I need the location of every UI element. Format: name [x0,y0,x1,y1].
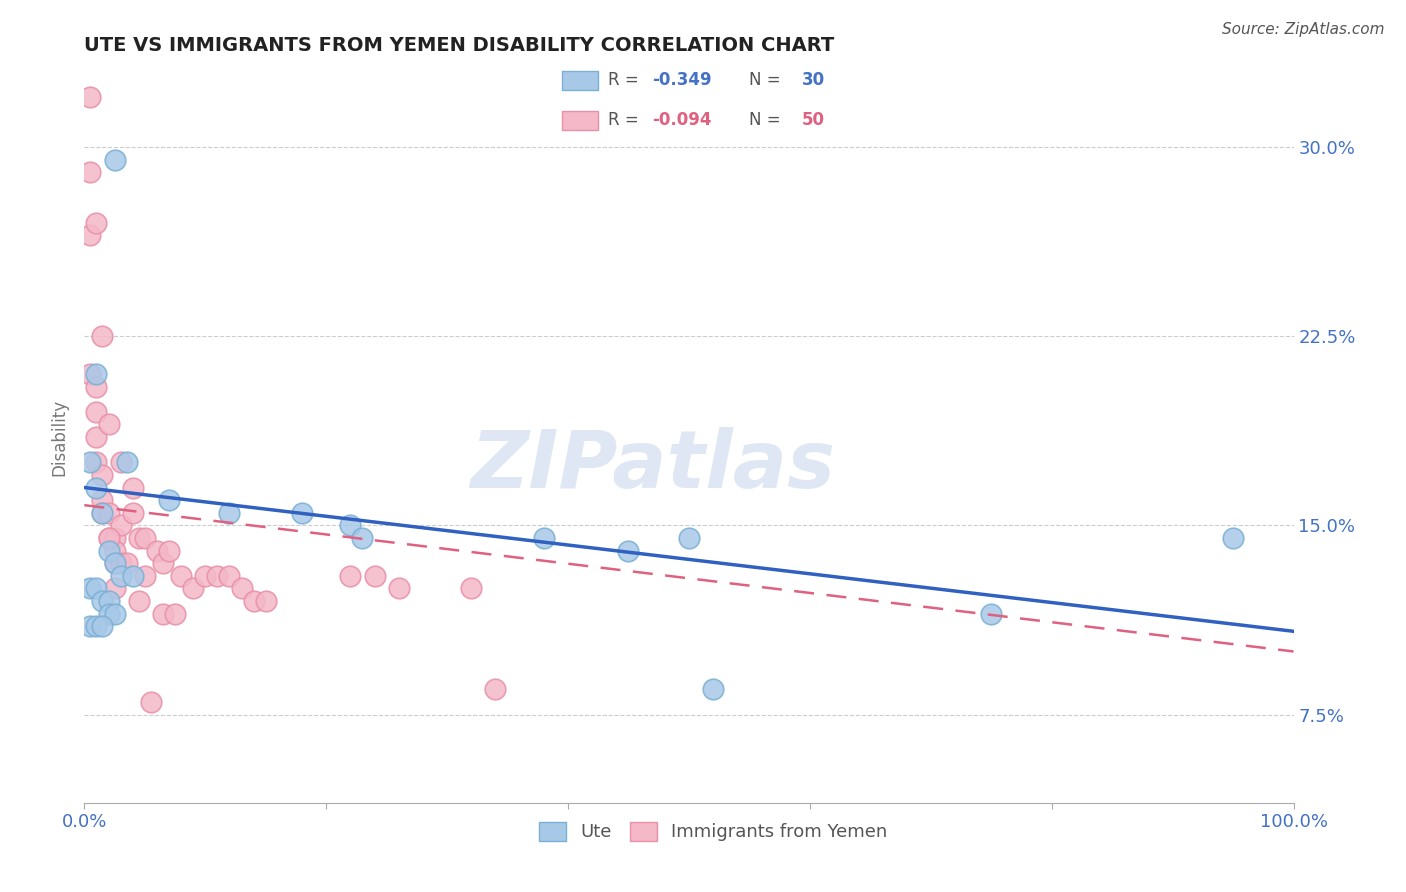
Point [104,153,127,167]
Text: R =: R = [609,111,644,128]
Text: 50: 50 [801,111,824,128]
Point [152,607,174,621]
Point [121,569,143,583]
Point [104,607,127,621]
Point [110,518,132,533]
Point [104,543,127,558]
Point [152,556,174,570]
Point [97,607,120,621]
Text: N =: N = [749,111,786,128]
Point [121,506,143,520]
Point [86,216,108,230]
Point [121,481,143,495]
Point [339,518,361,533]
Point [97,594,120,608]
Point [86,367,108,381]
Point [91,329,114,343]
Point [165,607,187,621]
Point [91,506,114,520]
Point [110,569,132,583]
Point [91,493,114,508]
Point [980,607,1002,621]
Point [484,682,506,697]
Point [110,455,132,469]
Point [134,531,156,545]
Point [702,682,724,697]
Point [134,569,156,583]
Point [242,594,264,608]
Point [194,569,217,583]
Point [104,531,127,545]
Point [79,89,101,103]
Text: N =: N = [749,70,786,89]
Point [91,506,114,520]
Point [363,569,385,583]
Point [79,367,101,381]
Point [91,594,114,608]
Point [218,506,240,520]
Legend: Ute, Immigrants from Yemen: Ute, Immigrants from Yemen [531,814,894,848]
Point [1222,531,1244,545]
Y-axis label: Disability: Disability [51,399,69,475]
Point [207,569,229,583]
Text: -0.094: -0.094 [652,111,711,128]
Point [181,582,204,596]
Point [291,506,314,520]
Point [339,569,361,583]
Point [79,619,101,633]
Text: 30: 30 [801,70,824,89]
Point [79,582,101,596]
Point [97,531,120,545]
Point [97,543,120,558]
Point [86,379,108,393]
Text: ZIPatlas: ZIPatlas [470,427,835,506]
Point [86,619,108,633]
Point [678,531,700,545]
Point [533,531,555,545]
Point [86,455,108,469]
Bar [562,112,598,130]
Point [104,556,127,570]
Point [218,569,240,583]
Point [128,594,150,608]
Point [104,582,127,596]
Point [157,493,180,508]
Point [79,455,101,469]
Text: -0.349: -0.349 [652,70,711,89]
Point [388,582,411,596]
Point [91,467,114,482]
Bar [562,71,598,90]
Point [115,455,138,469]
Point [128,531,150,545]
Text: R =: R = [609,70,644,89]
Point [146,543,169,558]
Point [86,582,108,596]
Point [254,594,277,608]
Point [460,582,482,596]
Point [115,556,138,570]
Point [79,228,101,243]
Point [79,165,101,179]
Point [97,417,120,432]
Point [86,430,108,444]
Point [617,543,640,558]
Point [170,569,193,583]
Point [86,481,108,495]
Point [157,543,180,558]
Text: Source: ZipAtlas.com: Source: ZipAtlas.com [1222,22,1385,37]
Point [139,695,162,709]
Point [91,619,114,633]
Point [97,531,120,545]
Text: UTE VS IMMIGRANTS FROM YEMEN DISABILITY CORRELATION CHART: UTE VS IMMIGRANTS FROM YEMEN DISABILITY … [84,36,835,54]
Point [231,582,253,596]
Point [86,405,108,419]
Point [97,506,120,520]
Point [104,556,127,570]
Point [110,556,132,570]
Point [352,531,374,545]
